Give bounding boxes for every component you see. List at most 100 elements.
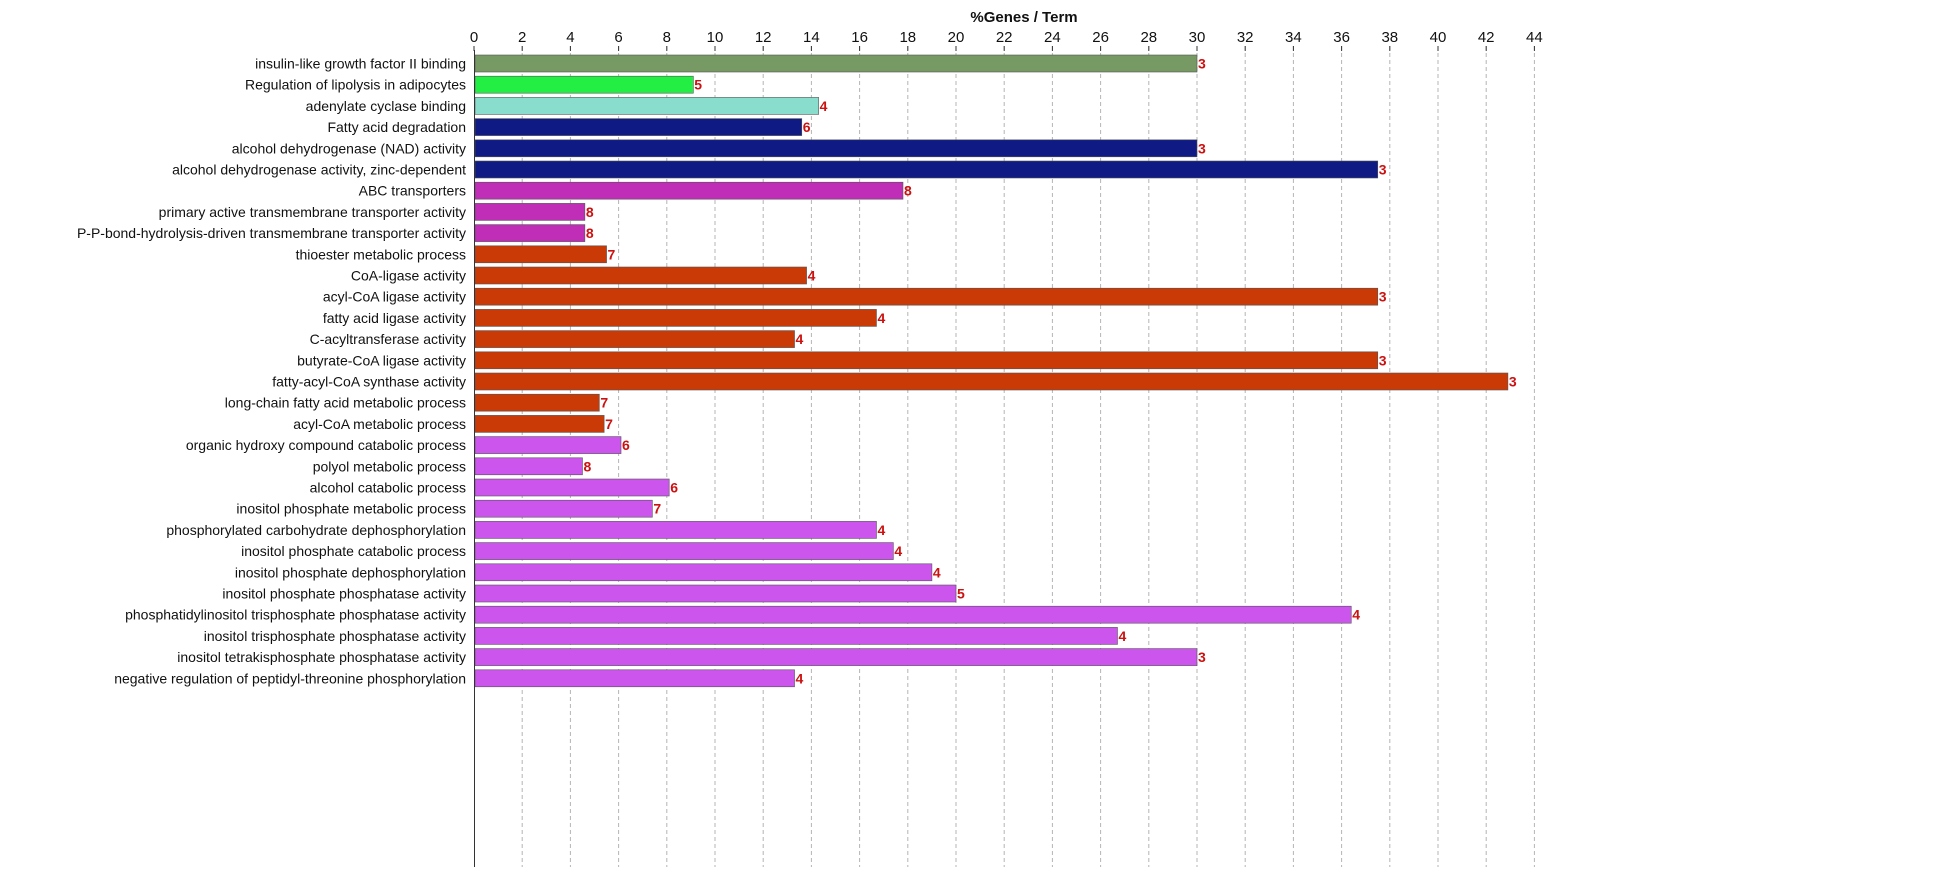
category-label: negative regulation of peptidyl-threonin… xyxy=(114,670,466,686)
bar xyxy=(474,563,933,582)
category-label: polyol metabolic process xyxy=(313,458,466,474)
x-tick-label: 30 xyxy=(1189,29,1206,46)
gene-count-label: 4 xyxy=(1352,607,1360,623)
x-tick-label: 32 xyxy=(1237,29,1254,46)
category-label: ABC transporters xyxy=(359,183,466,199)
bar xyxy=(474,584,957,603)
gene-count-label: 3 xyxy=(1379,162,1387,178)
category-label: acyl-CoA metabolic process xyxy=(293,416,466,432)
gene-count-label: 3 xyxy=(1509,374,1517,390)
bar xyxy=(474,330,795,348)
category-label: inositol phosphate phosphatase activity xyxy=(222,586,466,602)
bar xyxy=(474,542,894,560)
gene-count-label: 6 xyxy=(803,119,811,135)
gene-count-label: 7 xyxy=(608,246,616,262)
bar xyxy=(474,224,586,242)
x-tick-label: 20 xyxy=(948,29,965,46)
category-label: inositol tetrakisphosphate phosphatase a… xyxy=(177,649,466,665)
gene-count-label: 4 xyxy=(796,331,804,347)
bar xyxy=(474,139,1198,158)
bar xyxy=(474,372,1509,391)
category-label: organic hydroxy compound catabolic proce… xyxy=(186,437,466,453)
category-label: inositol phosphate catabolic process xyxy=(241,543,466,559)
bars xyxy=(474,54,1509,688)
bar xyxy=(474,627,1118,645)
x-tick-label: 10 xyxy=(707,29,724,46)
gene-count-label: 4 xyxy=(820,98,828,114)
gene-count-label: 3 xyxy=(1198,140,1206,156)
x-tick-label: 34 xyxy=(1285,29,1302,46)
gene-count-label: 3 xyxy=(1379,289,1387,305)
x-tick-label: 38 xyxy=(1381,29,1398,46)
gene-count-label: 4 xyxy=(808,268,816,284)
gene-count-label: 6 xyxy=(670,480,678,496)
category-label: alcohol catabolic process xyxy=(310,480,466,496)
x-tick-label: 42 xyxy=(1478,29,1495,46)
category-label: long-chain fatty acid metabolic process xyxy=(225,395,466,411)
x-tick-label: 16 xyxy=(851,29,868,46)
bar xyxy=(474,436,622,454)
gene-count-label: 6 xyxy=(622,437,630,453)
category-labels: insulin-like growth factor II binding Reg… xyxy=(77,56,466,687)
gene-count-label: 3 xyxy=(1379,352,1387,368)
x-tick-label: 14 xyxy=(803,29,820,46)
category-label: P-P-bond-hydrolysis-driven transmembrane… xyxy=(77,225,466,241)
bar xyxy=(474,648,1198,666)
category-label: phosphatidylinositol trisphosphate phosp… xyxy=(125,607,466,623)
bar xyxy=(474,669,795,688)
gene-count-label: 4 xyxy=(1118,628,1126,644)
bar xyxy=(474,521,877,539)
category-label: alcohol dehydrogenase (NAD) activity xyxy=(232,140,466,156)
category-label: alcohol dehydrogenase activity, zinc-dep… xyxy=(172,162,466,178)
gene-count-label: 7 xyxy=(605,416,613,432)
gene-count-label: 4 xyxy=(877,522,885,538)
x-tick-label: 0 xyxy=(470,29,478,46)
gene-count-label: 8 xyxy=(904,183,912,199)
bar xyxy=(474,118,803,136)
x-tick-label: 2 xyxy=(518,29,526,46)
chart-title: %Genes / Term xyxy=(970,9,1077,26)
x-tick-label: 8 xyxy=(663,29,671,46)
category-label: inositol trisphosphate phosphatase activ… xyxy=(204,628,466,644)
x-tick-label: 40 xyxy=(1430,29,1447,46)
x-tick-label: 28 xyxy=(1140,29,1157,46)
category-label: C-acyltransferase activity xyxy=(310,331,466,347)
gene-count-label: 8 xyxy=(586,225,594,241)
category-label: thioester metabolic process xyxy=(296,246,466,262)
category-label: inositol phosphate metabolic process xyxy=(236,501,466,517)
gene-count-label: 8 xyxy=(586,204,594,220)
x-tick-label: 24 xyxy=(1044,29,1061,46)
category-label: butyrate-CoA ligase activity xyxy=(297,352,466,368)
bar xyxy=(474,160,1379,179)
x-tick-label: 4 xyxy=(566,29,574,46)
bar xyxy=(474,181,904,200)
category-label: fatty-acyl-CoA synthase activity xyxy=(272,374,466,390)
x-tick-label: 44 xyxy=(1526,29,1543,46)
x-tick-label: 22 xyxy=(996,29,1013,46)
gene-count-label: 3 xyxy=(1198,649,1206,665)
gene-count-label: 4 xyxy=(894,543,902,559)
category-label: phosphorylated carbohydrate dephosphoryl… xyxy=(166,522,466,538)
bar xyxy=(474,266,807,285)
bar xyxy=(474,75,694,94)
category-label: adenylate cyclase binding xyxy=(306,98,466,114)
bar xyxy=(474,478,670,497)
bar xyxy=(474,309,877,327)
x-tick-label: 18 xyxy=(899,29,916,46)
gene-count-label: 5 xyxy=(957,586,965,602)
bar xyxy=(474,203,586,221)
gene-count-label: 4 xyxy=(796,670,804,686)
gene-count-label: 7 xyxy=(600,395,608,411)
bar xyxy=(474,415,605,433)
gene-count-label: 8 xyxy=(583,458,591,474)
x-tick-label: 6 xyxy=(614,29,622,46)
category-label: acyl-CoA ligase activity xyxy=(323,289,466,305)
gene-count-label: 4 xyxy=(933,564,941,580)
x-tick-label: 12 xyxy=(755,29,772,46)
category-label: insulin-like growth factor II binding xyxy=(255,56,466,72)
gene-count-label: 3 xyxy=(1198,56,1206,72)
category-label: inositol phosphate dephosphorylation xyxy=(235,564,466,580)
